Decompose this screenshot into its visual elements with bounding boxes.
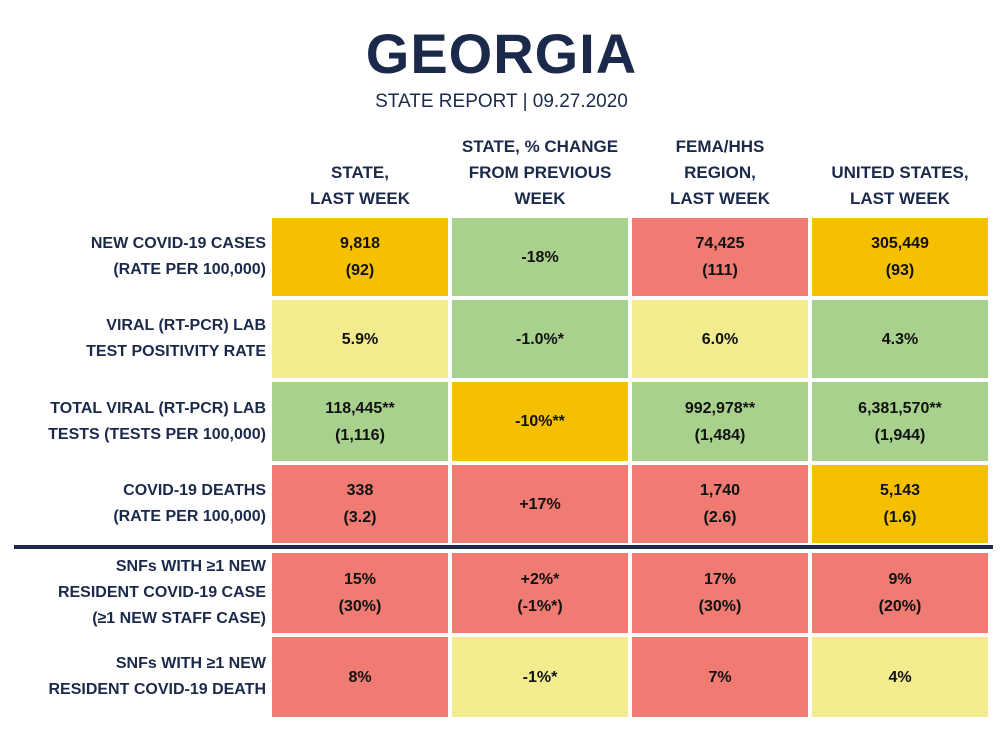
row-label-snf-deaths: SNFs WITH ≥1 NEW RESIDENT COVID-19 DEATH [48,655,266,698]
row-label-snf-cases: SNFs WITH ≥1 NEW RESIDENT COVID-19 CASE … [57,558,266,627]
table-cell: 7% [632,637,808,717]
row-label-new-cases: NEW COVID-19 CASES (RATE PER 100,000) [90,235,266,278]
column-header-region: FEMA/HHS REGION, LAST WEEK [669,137,771,208]
table-cell: +2%* (-1%*) [452,553,628,633]
row-label-deaths: COVID-19 DEATHS (RATE PER 100,000) [113,482,266,525]
table-cell: 15% (30%) [272,553,448,633]
table-cell: 338 (3.2) [272,465,448,543]
page-title: GEORGIA [365,22,638,85]
table-cell: 305,449 (93) [812,218,988,296]
row-label-total-tests: TOTAL VIRAL (RT-PCR) LAB TESTS (TESTS PE… [48,399,266,443]
row-label-test-positivity: VIRAL (RT-PCR) LAB TEST POSITIVITY RATE [86,317,266,360]
table-cell: 4% [812,637,988,717]
page-subtitle: STATE REPORT | 09.27.2020 [375,91,628,112]
column-header-united-states: UNITED STATES, LAST WEEK [831,163,969,208]
table-cell: 9,818 (92) [272,218,448,296]
table-cell: -10%** [452,382,628,461]
table-cell: 74,425 (111) [632,218,808,296]
section-divider [14,545,993,549]
table-cell: 5,143 (1.6) [812,465,988,543]
table-cell: 5.9% [272,300,448,378]
table-cell: 17% (30%) [632,553,808,633]
table-cell: 992,978** (1,484) [632,382,808,461]
table-cell: -1.0%* [452,300,628,378]
table-cell: 8% [272,637,448,717]
column-header-state: STATE, LAST WEEK [309,163,411,208]
table-cell: 6,381,570** (1,944) [812,382,988,461]
table-cell: 9% (20%) [812,553,988,633]
column-header-state-change: STATE, % CHANGE FROM PREVIOUS WEEK [461,137,619,208]
table-cell: 118,445** (1,116) [272,382,448,461]
table-cell: -18% [452,218,628,296]
table-cell: +17% [452,465,628,543]
table-cell: 1,740 (2.6) [632,465,808,543]
table-cell: 4.3% [812,300,988,378]
table-cell: -1%* [452,637,628,717]
table-cell: 6.0% [632,300,808,378]
